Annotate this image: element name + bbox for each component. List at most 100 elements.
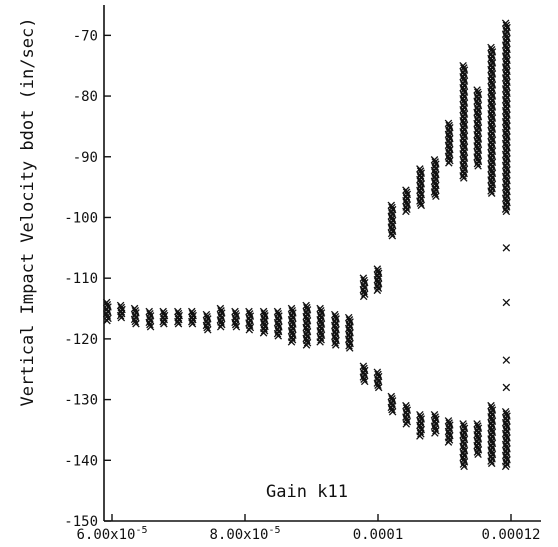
data-point (245, 307, 253, 316)
data-point (445, 436, 454, 444)
data-point (487, 143, 495, 151)
data-point (317, 335, 325, 344)
data-point (302, 323, 310, 332)
y-tick-label: -70 (73, 28, 98, 44)
data-point (216, 304, 225, 313)
data-point (402, 197, 410, 205)
data-point (431, 190, 439, 198)
y-tick-label: -140 (64, 453, 98, 469)
data-point (459, 116, 467, 125)
data-point (487, 165, 495, 173)
data-point (316, 304, 324, 313)
data-point (459, 150, 467, 158)
data-point (132, 319, 140, 328)
data-point (501, 462, 510, 471)
data-point (387, 392, 396, 401)
data-point (459, 83, 467, 92)
data-point (260, 326, 269, 335)
data-point (373, 275, 382, 284)
data-point (430, 411, 439, 419)
data-point (487, 87, 495, 96)
data-point (487, 176, 495, 184)
data-point (359, 292, 368, 301)
data-point (332, 341, 340, 349)
data-point (330, 310, 339, 319)
data-point (159, 317, 167, 326)
data-point (473, 420, 481, 428)
data-point (402, 186, 410, 194)
data-point (487, 459, 496, 468)
data-point (487, 120, 495, 129)
data-point (459, 172, 467, 180)
data-point (302, 301, 310, 310)
data-point (403, 205, 411, 214)
data-point (359, 274, 368, 282)
data-point (216, 316, 225, 324)
data-point (430, 166, 439, 175)
data-point (231, 320, 240, 329)
data-point (387, 223, 396, 231)
data-point (430, 177, 439, 185)
data-point (487, 54, 495, 63)
data-point (360, 290, 369, 298)
data-point (344, 313, 353, 322)
x-axis-ticks: 6.00x10-5 8.00x10-5 0.0001 0.00012 (76, 514, 541, 543)
data-point (360, 377, 369, 386)
y-axis-ticks: -70 -80 -90 -100 -110 -120 -130 -140 -150 (64, 28, 111, 530)
data-point (487, 435, 495, 443)
data-point (501, 85, 510, 93)
data-point (501, 451, 510, 460)
data-point (473, 119, 481, 128)
data-point (287, 327, 296, 335)
data-point (416, 197, 424, 205)
data-point (430, 422, 439, 430)
data-point (459, 431, 467, 439)
data-point (444, 119, 453, 128)
data-point (444, 130, 453, 139)
data-point (273, 307, 282, 316)
data-point (131, 317, 140, 326)
data-point (501, 96, 510, 104)
data-point (474, 450, 482, 458)
data-point (459, 139, 467, 147)
data-point (501, 150, 510, 159)
data-point (374, 284, 383, 292)
data-point (374, 383, 383, 392)
x-tick-label: 8.00x10-5 (209, 525, 280, 543)
data-point (473, 441, 481, 450)
data-point (416, 165, 424, 173)
data-point (316, 327, 324, 335)
data-point (387, 229, 396, 238)
data-point (459, 420, 467, 428)
data-point (487, 412, 495, 421)
data-point (416, 432, 424, 440)
data-point (402, 413, 410, 421)
x-tick-label: 0.00012 (481, 527, 540, 543)
data-point (402, 420, 411, 428)
data-point (146, 320, 154, 329)
data-point (473, 108, 481, 117)
data-point (403, 417, 412, 426)
data-point (487, 457, 495, 465)
data-point (431, 429, 439, 437)
data-marks (102, 19, 511, 471)
data-point (245, 326, 254, 334)
data-point (302, 334, 310, 343)
data-point (502, 244, 511, 252)
data-point (188, 307, 196, 316)
data-point (159, 307, 167, 316)
data-point (473, 159, 482, 168)
data-point (432, 426, 440, 435)
data-point (117, 313, 126, 322)
data-point (273, 318, 282, 327)
data-point (501, 205, 510, 213)
data-point (204, 326, 212, 334)
data-point (473, 153, 481, 161)
y-tick-label: -100 (64, 210, 98, 226)
data-point (287, 338, 296, 346)
data-point (202, 321, 211, 330)
data-point (501, 194, 510, 203)
data-point (316, 315, 324, 324)
data-point (302, 312, 310, 321)
